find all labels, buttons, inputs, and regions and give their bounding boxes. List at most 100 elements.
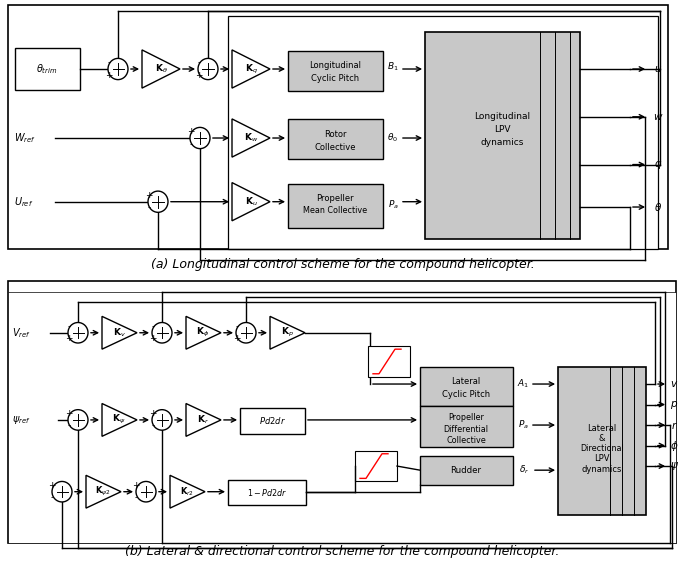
Text: -: - xyxy=(147,204,151,213)
Text: -: - xyxy=(151,322,155,331)
Text: +: + xyxy=(65,334,73,343)
Bar xyxy=(420,367,513,406)
Text: +: + xyxy=(145,191,153,200)
Text: -: - xyxy=(67,421,71,430)
Text: Cyclic Pitch: Cyclic Pitch xyxy=(311,74,359,83)
Text: &: & xyxy=(599,434,606,443)
Text: +: + xyxy=(48,481,55,490)
Text: $Pd2dr$: $Pd2dr$ xyxy=(258,416,286,426)
Polygon shape xyxy=(170,475,205,508)
Text: $\mathbf{K}_v$: $\mathbf{K}_v$ xyxy=(112,327,125,339)
Text: $\psi$: $\psi$ xyxy=(669,460,679,472)
Bar xyxy=(355,451,397,482)
Text: $\mathbf{K}_\theta$: $\mathbf{K}_\theta$ xyxy=(155,63,167,75)
Bar xyxy=(368,346,410,377)
Bar xyxy=(420,456,513,484)
Text: +: + xyxy=(234,334,240,343)
Bar xyxy=(228,481,306,505)
Text: $V_{ref}$: $V_{ref}$ xyxy=(12,326,31,340)
Text: Collective: Collective xyxy=(446,436,486,445)
Text: +: + xyxy=(105,71,113,80)
Text: $\mathbf{K}_r$: $\mathbf{K}_r$ xyxy=(197,413,209,426)
Text: Rudder: Rudder xyxy=(451,466,482,475)
Ellipse shape xyxy=(68,409,88,430)
Text: $\mathbf{K}_q$: $\mathbf{K}_q$ xyxy=(245,63,258,76)
Text: Longitudinal: Longitudinal xyxy=(474,112,530,121)
Bar xyxy=(228,16,658,249)
Bar xyxy=(8,5,668,249)
Text: +: + xyxy=(65,409,73,418)
Text: LPV: LPV xyxy=(494,125,510,134)
Text: $p$: $p$ xyxy=(670,399,678,411)
Text: $v$: $v$ xyxy=(670,379,678,389)
Ellipse shape xyxy=(198,59,218,80)
Text: LPV: LPV xyxy=(595,455,610,464)
Text: +: + xyxy=(195,71,203,80)
Polygon shape xyxy=(102,403,137,437)
Text: $\delta_r$: $\delta_r$ xyxy=(519,464,530,477)
Text: -: - xyxy=(134,494,138,503)
Text: -: - xyxy=(151,421,155,430)
Polygon shape xyxy=(142,50,180,88)
Bar xyxy=(240,408,305,434)
Text: dynamics: dynamics xyxy=(582,465,622,474)
Text: $\mathbf{K}_{r2}$: $\mathbf{K}_{r2}$ xyxy=(180,486,194,498)
Text: Propeller: Propeller xyxy=(448,413,484,422)
Text: $w$: $w$ xyxy=(653,112,663,122)
Text: +: + xyxy=(149,334,157,343)
Bar xyxy=(425,32,580,239)
Polygon shape xyxy=(232,119,270,157)
Text: -: - xyxy=(197,58,201,67)
Text: $U_{ref}$: $U_{ref}$ xyxy=(14,195,34,209)
Text: -: - xyxy=(67,322,71,331)
Ellipse shape xyxy=(68,323,88,343)
Polygon shape xyxy=(232,183,270,221)
Text: +: + xyxy=(149,409,157,418)
Text: -: - xyxy=(189,140,192,149)
Text: Propeller: Propeller xyxy=(316,194,354,203)
Text: (a) Longitudinal control scheme for the compound helicopter.: (a) Longitudinal control scheme for the … xyxy=(151,258,534,271)
Bar xyxy=(288,51,383,91)
Text: -: - xyxy=(51,494,53,503)
Ellipse shape xyxy=(108,59,128,80)
Bar xyxy=(288,119,383,159)
Text: Longitudinal: Longitudinal xyxy=(309,61,361,70)
Bar xyxy=(8,292,676,543)
Text: $\mathbf{K}_\psi$: $\mathbf{K}_\psi$ xyxy=(112,413,125,426)
Text: $q$: $q$ xyxy=(654,158,662,170)
Text: $\psi_{ref}$: $\psi_{ref}$ xyxy=(12,414,31,426)
Text: Lateral: Lateral xyxy=(451,377,481,386)
Text: Cyclic Pitch: Cyclic Pitch xyxy=(442,390,490,399)
Ellipse shape xyxy=(148,191,168,212)
Ellipse shape xyxy=(152,409,172,430)
Ellipse shape xyxy=(152,323,172,343)
Polygon shape xyxy=(232,50,270,88)
Polygon shape xyxy=(186,403,221,437)
Bar xyxy=(8,281,676,543)
Text: $B_1$: $B_1$ xyxy=(387,61,399,73)
Bar xyxy=(15,48,80,90)
Bar xyxy=(420,406,513,447)
Text: Lateral: Lateral xyxy=(587,424,616,433)
Text: dynamics: dynamics xyxy=(480,138,524,147)
Ellipse shape xyxy=(52,482,72,502)
Text: $\mathbf{K}_{\psi2}$: $\mathbf{K}_{\psi2}$ xyxy=(95,485,111,498)
Text: $r$: $r$ xyxy=(671,420,677,430)
Bar xyxy=(288,184,383,228)
Polygon shape xyxy=(270,316,305,349)
Polygon shape xyxy=(186,316,221,349)
Text: Differential: Differential xyxy=(443,425,488,434)
Text: $\mathbf{K}_w$: $\mathbf{K}_w$ xyxy=(244,132,258,144)
Text: $\mathbf{K}_p$: $\mathbf{K}_p$ xyxy=(281,326,293,340)
Text: Collective: Collective xyxy=(314,143,356,152)
Text: $W_{ref}$: $W_{ref}$ xyxy=(14,131,36,145)
Text: $\theta$: $\theta$ xyxy=(654,201,662,213)
Ellipse shape xyxy=(236,323,256,343)
Text: $\theta_{trim}$: $\theta_{trim}$ xyxy=(36,62,58,76)
Text: $\mathbf{K}_u$: $\mathbf{K}_u$ xyxy=(245,196,258,208)
Text: (b) Lateral & directional control scheme for the compound helicopter.: (b) Lateral & directional control scheme… xyxy=(125,545,560,558)
Text: -: - xyxy=(236,322,238,331)
Text: +: + xyxy=(132,481,140,490)
Text: Mean Collective: Mean Collective xyxy=(303,206,367,215)
Text: Rotor: Rotor xyxy=(324,130,346,139)
